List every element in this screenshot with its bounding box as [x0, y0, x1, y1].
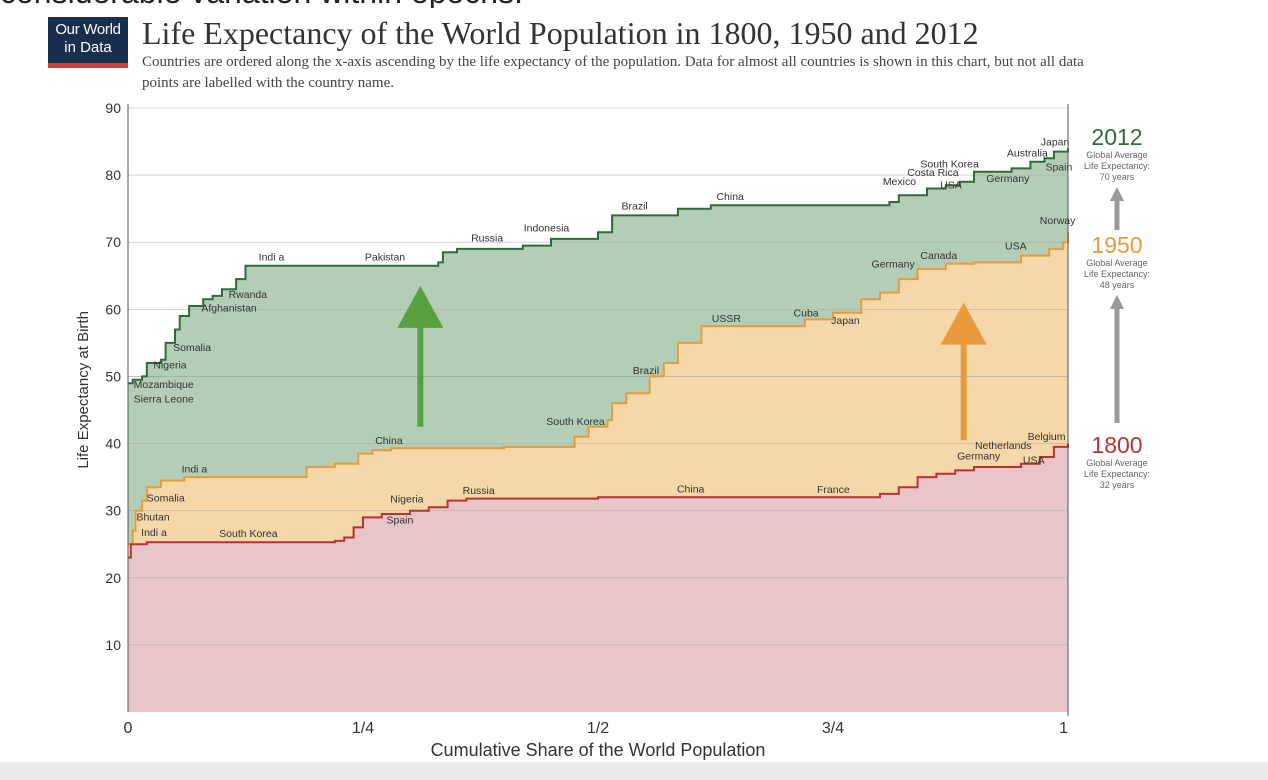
country-label: Russia — [471, 233, 503, 245]
annotation-value-1950: 48 years — [1100, 280, 1135, 290]
country-label: Brazil — [622, 200, 648, 212]
annotation-year-1950: 1950 — [1091, 232, 1142, 258]
country-label: Somalia — [147, 492, 185, 504]
country-label: USA — [1023, 455, 1045, 467]
country-label: USSR — [712, 313, 742, 325]
page-heading: considerable variation within epochs. — [0, 0, 760, 8]
annotation-year-2012: 2012 — [1091, 124, 1142, 150]
country-label: Sierra Leone — [134, 394, 194, 406]
y-tick-label-50: 50 — [105, 368, 121, 384]
orange-arrow-head — [940, 302, 987, 345]
country-label: Afghanistan — [201, 302, 257, 314]
country-label: Pakistan — [365, 251, 405, 263]
country-label: Costa Rica — [907, 167, 959, 179]
annotation-le-label: Life Expectancy: — [1084, 469, 1150, 479]
logo-line-1: Our World — [55, 21, 121, 38]
annotation-year-1800: 1800 — [1091, 432, 1142, 458]
country-label: Japan — [831, 315, 860, 327]
country-label: Germany — [986, 173, 1030, 185]
bottom-scroll-strip — [0, 762, 1268, 780]
country-label: USA — [1005, 241, 1027, 253]
x-tick-label: 3/4 — [822, 720, 844, 737]
country-label: Nigeria — [153, 359, 186, 371]
annotation-value-2012: 70 years — [1100, 172, 1135, 182]
country-label: Nigeria — [390, 494, 423, 506]
country-label: Germany — [957, 451, 1001, 463]
y-tick-label-90: 90 — [105, 100, 121, 116]
y-tick-label-40: 40 — [105, 436, 121, 452]
country-label: China — [375, 435, 403, 447]
y-tick-label-10: 10 — [105, 637, 121, 653]
x-tick-label: 1 — [1059, 720, 1068, 737]
annotation-avg-label: Global Average — [1086, 458, 1147, 468]
country-label: Brazil — [633, 365, 659, 377]
country-label: Japan — [1041, 137, 1070, 149]
country-label: Canada — [920, 250, 957, 262]
country-label: South Korea — [219, 528, 278, 540]
country-label: Somalia — [173, 342, 211, 354]
line-1950 — [128, 232, 1069, 546]
country-label: Cuba — [794, 308, 819, 320]
country-label: Indi a — [182, 463, 208, 475]
grey-arrow-1800-1950-head — [1110, 295, 1124, 309]
country-label: Belgium — [1028, 431, 1066, 443]
x-tick-label: 1/2 — [587, 720, 609, 737]
logo-underline — [48, 63, 128, 68]
country-label: South Korea — [546, 416, 605, 428]
country-label: USA — [940, 180, 962, 192]
country-label: France — [817, 484, 850, 496]
country-label: Australia — [1007, 147, 1048, 159]
y-tick-label-30: 30 — [105, 503, 121, 519]
y-tick-label-20: 20 — [105, 570, 121, 586]
country-label: South Korea — [920, 159, 979, 171]
annotation-le-label: Life Expectancy: — [1084, 161, 1150, 171]
country-label: Mexico — [883, 176, 916, 188]
country-label: Spain — [387, 514, 414, 526]
annotation-avg-label: Global Average — [1086, 150, 1147, 160]
logo-line-2: in Data — [64, 39, 112, 56]
y-tick-label-80: 80 — [105, 167, 121, 183]
x-axis-title: Cumulative Share of the World Population — [431, 740, 766, 760]
country-label: Netherlands — [975, 440, 1032, 452]
country-label: Indi a — [141, 527, 167, 539]
grey-arrow-1950-2012-head — [1110, 187, 1124, 201]
line-2012 — [128, 148, 1069, 385]
country-label: China — [677, 484, 705, 496]
chart-title: Life Expectancy of the World Population … — [142, 15, 979, 51]
x-tick-label: 1/4 — [352, 720, 374, 737]
country-label: Indi a — [259, 251, 285, 263]
x-tick-label: 0 — [124, 720, 133, 737]
annotation-le-label: Life Expectancy: — [1084, 269, 1150, 279]
line-1800 — [128, 443, 1069, 559]
country-label: Bhutan — [136, 512, 169, 524]
chart-subtitle: Countries are ordered along the x-axis a… — [142, 54, 1084, 91]
country-label: Spain — [1045, 161, 1072, 173]
country-label: China — [716, 191, 744, 203]
y-tick-label-60: 60 — [105, 301, 121, 317]
country-label: Rwanda — [229, 289, 268, 301]
country-label: Norway — [1040, 215, 1076, 227]
country-label: Russia — [463, 485, 495, 497]
green-arrow-head — [397, 285, 444, 328]
country-label: Mozambique — [134, 379, 194, 391]
country-label: Germany — [872, 259, 916, 271]
y-axis-title: Life Expectancy at Birth — [75, 311, 92, 469]
annotation-value-1800: 32 years — [1100, 480, 1135, 490]
country-label: Indonesia — [524, 222, 570, 234]
owid-logo[interactable]: Our World in Data — [48, 17, 128, 68]
annotation-avg-label: Global Average — [1086, 258, 1147, 268]
y-tick-label-70: 70 — [105, 234, 121, 250]
